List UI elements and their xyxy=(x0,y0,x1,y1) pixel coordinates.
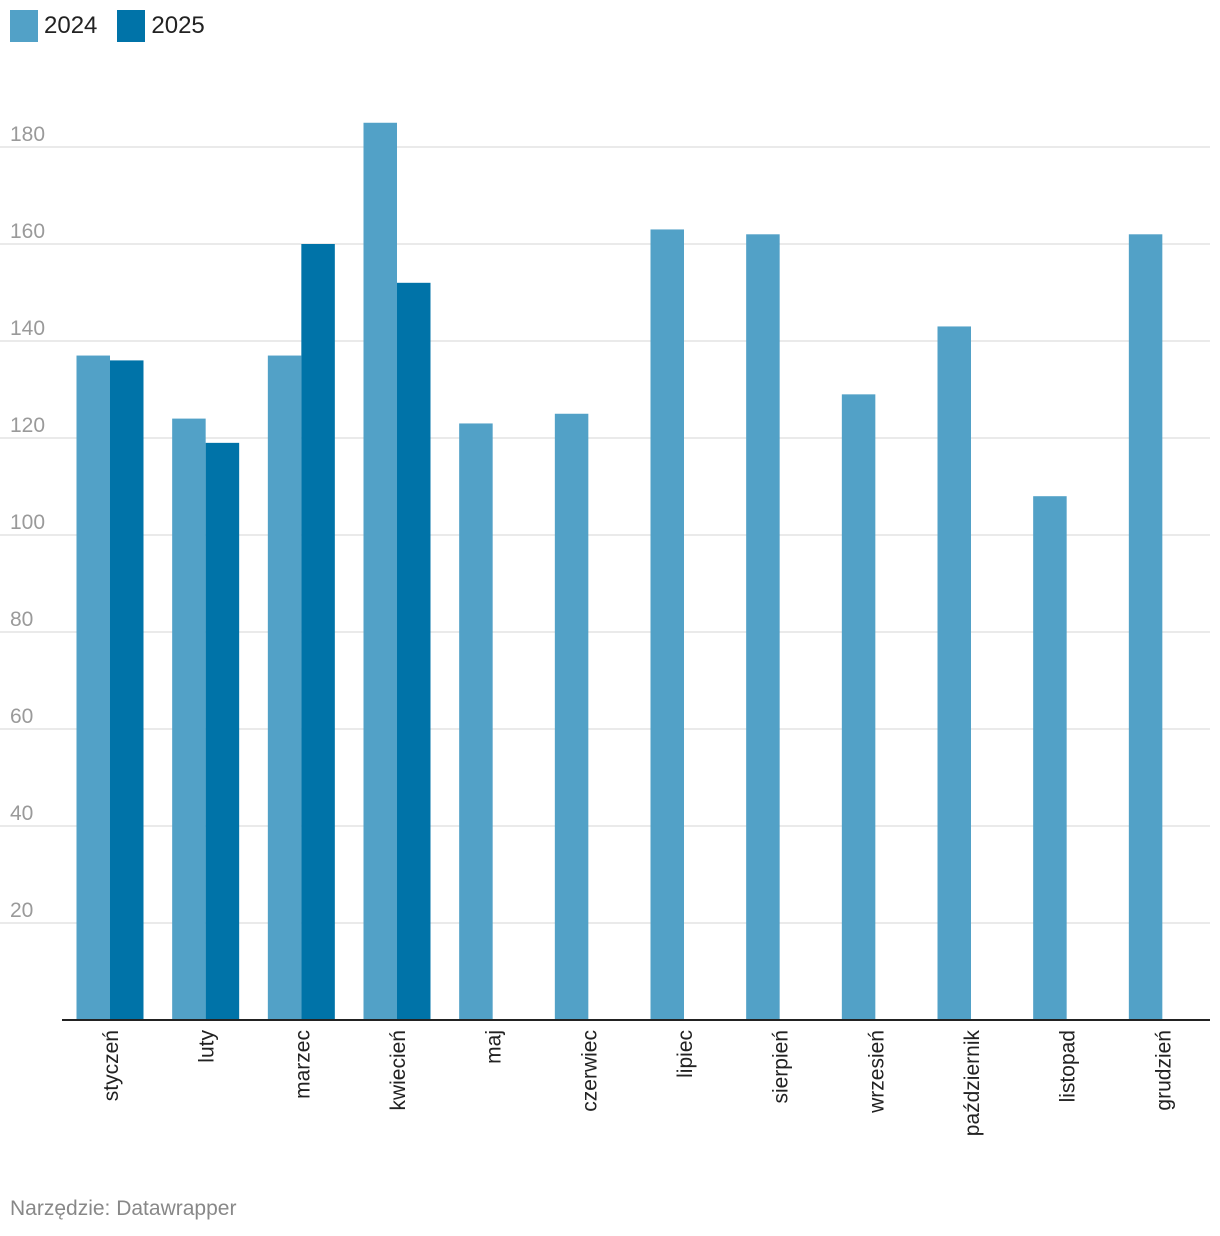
legend-swatch-2024 xyxy=(10,10,38,42)
bar-2024-9 xyxy=(937,326,971,1020)
x-tick-label: grudzień xyxy=(1152,1030,1175,1111)
bar-2024-1 xyxy=(172,418,206,1021)
x-tick-label: lipiec xyxy=(674,1030,697,1078)
x-tick-label: październik xyxy=(961,1030,984,1137)
x-tick-label: marzec xyxy=(291,1030,314,1099)
bar-2024-0 xyxy=(76,355,110,1020)
bar-2024-5 xyxy=(554,413,589,1020)
x-tick-label: listopad xyxy=(1057,1030,1080,1102)
bar-2024-11 xyxy=(1128,234,1163,1021)
x-tick-label: styczeń xyxy=(100,1030,123,1101)
bar-2025-1 xyxy=(205,442,240,1021)
y-tick-label: 40 xyxy=(10,802,33,825)
legend-label-2025: 2025 xyxy=(151,12,205,39)
bar-2024-10 xyxy=(1033,496,1067,1020)
legend-label-2024: 2024 xyxy=(44,12,98,39)
y-tick-label: 100 xyxy=(10,511,45,534)
bar-2024-3 xyxy=(363,122,397,1020)
x-tick-label: maj xyxy=(483,1030,506,1064)
x-tick-label: czerwiec xyxy=(578,1030,601,1112)
source-credit: Narzędzie: Datawrapper xyxy=(10,1197,237,1220)
y-tick-label: 140 xyxy=(10,317,45,340)
legend-item-2024: 2024 xyxy=(10,10,97,42)
y-tick-label: 60 xyxy=(10,705,33,728)
x-tick-label: sierpień xyxy=(770,1030,793,1104)
x-tick-label: luty xyxy=(196,1030,219,1063)
y-tick-label: 120 xyxy=(10,414,45,437)
bar-2024-7 xyxy=(746,234,780,1021)
bar-2025-0 xyxy=(110,360,144,1020)
bar-2024-8 xyxy=(841,394,876,1021)
legend-swatch-2025 xyxy=(117,10,146,42)
bar-2024-4 xyxy=(459,423,493,1020)
bar-2025-3 xyxy=(397,282,431,1020)
y-tick-label: 20 xyxy=(10,899,33,922)
y-tick-label: 180 xyxy=(10,123,45,146)
y-tick-label: 80 xyxy=(10,608,33,631)
x-tick-label: kwiecień xyxy=(387,1030,410,1111)
y-tick-label: 160 xyxy=(10,220,45,243)
legend: 2024 2025 xyxy=(10,10,225,42)
bar-2025-2 xyxy=(301,244,335,1020)
bar-2024-6 xyxy=(650,229,684,1020)
x-tick-label: wrzesień xyxy=(865,1030,888,1114)
bar-2024-2 xyxy=(267,355,302,1020)
legend-item-2025: 2025 xyxy=(117,10,205,42)
